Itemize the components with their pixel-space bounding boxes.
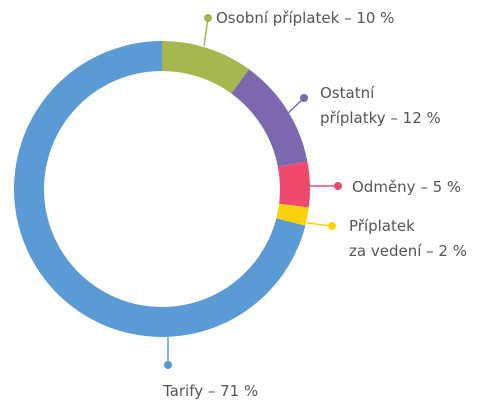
slice-label: Osobní příplatek – 10 %: [216, 9, 394, 27]
slice-label: Ostatní: [320, 84, 375, 102]
donut-slice: [162, 41, 249, 94]
callout-dot: [328, 222, 336, 230]
slice-label: Tarify – 71 %: [162, 382, 258, 400]
slice-label: za vedení – 2 %: [349, 242, 467, 260]
callout-dot: [300, 94, 308, 102]
callout-dot: [164, 361, 172, 369]
callout-dot: [334, 182, 342, 190]
donut-slice: [277, 161, 310, 208]
slice-label: příplatky – 12 %: [320, 109, 441, 127]
donut-slice: [276, 203, 309, 226]
callout-line: [306, 222, 333, 227]
slice-label: Příplatek: [349, 217, 415, 235]
callout-line: [203, 17, 209, 47]
callout-dot: [204, 14, 212, 22]
donut-slice: [231, 69, 308, 167]
callout-line: [284, 97, 305, 117]
slice-label: Odměny – 5 %: [352, 178, 461, 196]
